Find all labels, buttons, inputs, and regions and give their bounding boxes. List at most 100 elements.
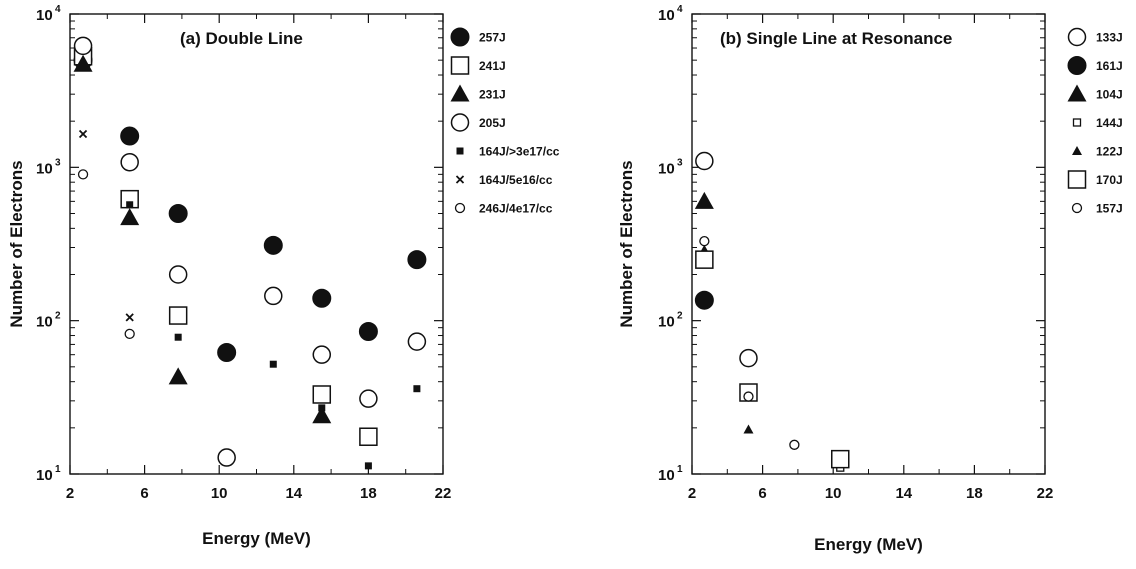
- legend-marker: [1071, 202, 1083, 214]
- data-point: [359, 427, 378, 446]
- data-point: [217, 342, 237, 362]
- legend-marker: [1067, 27, 1087, 47]
- legend-marker: [450, 56, 470, 75]
- data-point: [120, 152, 139, 172]
- data-point: [263, 235, 283, 255]
- data-point: [694, 290, 714, 310]
- panel-title: (a) Double Line: [180, 29, 303, 48]
- data-point: [174, 333, 182, 341]
- data-point: [124, 328, 135, 340]
- x-tick-label: 18: [966, 485, 983, 502]
- data-point: [78, 129, 88, 139]
- series-170j: [695, 250, 850, 469]
- data-point: [364, 462, 372, 470]
- y-axis-title: Number of Electrons: [7, 160, 26, 327]
- legend-label: 170J: [1096, 173, 1123, 187]
- legend-label: 164J/5e16/cc: [479, 173, 553, 187]
- data-point-stroke-b: [78, 129, 88, 139]
- x-tick-label: 22: [1037, 485, 1054, 502]
- data-point: [126, 201, 134, 209]
- x-tick-label: 18: [360, 485, 377, 502]
- legend-label: 241J: [479, 59, 506, 73]
- plot-frame: [691, 13, 1046, 475]
- series-164j-3e17-cc: [126, 201, 421, 470]
- x-tick-label: 14: [895, 485, 912, 502]
- y-tick-label: 10: [36, 467, 53, 484]
- y-tick-exponent: 3: [55, 157, 61, 168]
- series-161j: [694, 290, 714, 310]
- x-tick-label: 14: [285, 485, 302, 502]
- data-point: [168, 367, 188, 385]
- data-point: [125, 313, 134, 322]
- data-points: [694, 151, 850, 472]
- legend-label: 157J: [1096, 202, 1123, 216]
- series-205j: [73, 36, 427, 467]
- y-tick-label: 10: [658, 160, 675, 177]
- legend-label: 133J: [1096, 31, 1123, 45]
- series-164j-5e16-cc: [78, 129, 134, 322]
- data-point: [269, 360, 277, 368]
- series-241j: [73, 47, 378, 446]
- data-point: [699, 236, 710, 247]
- data-point: [407, 332, 427, 351]
- data-point: [695, 151, 714, 171]
- legend-label: 161J: [1096, 59, 1123, 73]
- data-point: [264, 286, 283, 306]
- series-157j: [699, 236, 800, 450]
- data-point: [359, 389, 378, 408]
- legend-marker: [1072, 118, 1082, 127]
- y-tick-exponent: 2: [677, 311, 683, 322]
- y-tick-label: 10: [658, 7, 675, 24]
- legend-label: 231J: [479, 88, 506, 102]
- y-tick-exponent: 2: [55, 311, 61, 322]
- x-axis-title: Energy (MeV): [202, 529, 311, 548]
- legend-marker: [1067, 56, 1087, 75]
- x-tick-label: 6: [140, 485, 148, 502]
- legend-marker: [450, 27, 470, 47]
- data-point: [168, 203, 188, 223]
- series-122j: [699, 244, 754, 434]
- legend-label: 246J/4e17/cc: [479, 202, 553, 216]
- data-point: [739, 348, 758, 368]
- data-point: [77, 169, 89, 180]
- legend-marker: [1067, 170, 1087, 189]
- data-point: [312, 406, 332, 424]
- data-point: [743, 424, 754, 434]
- data-point: [120, 126, 140, 146]
- y-tick-label: 10: [36, 314, 53, 331]
- data-point: [789, 439, 800, 450]
- legend-marker-stroke-b: [455, 175, 465, 184]
- x-axis-title: Energy (MeV): [814, 535, 923, 554]
- y-tick-label: 10: [36, 160, 53, 177]
- x-tick-label: 2: [66, 485, 74, 502]
- legend-marker: [456, 147, 464, 155]
- data-point: [312, 288, 332, 308]
- y-axis-title: Number of Electrons: [617, 160, 636, 327]
- x-tick-label: 6: [758, 485, 766, 502]
- legend-marker: [1067, 84, 1087, 102]
- legend-marker: [1072, 146, 1082, 155]
- y-tick-exponent: 1: [677, 464, 683, 475]
- legend: 133J 161J 104J 144J 122J 170J 157J: [1067, 27, 1123, 216]
- data-points: [73, 36, 427, 470]
- y-tick-exponent: 4: [55, 4, 61, 15]
- panel-title: (b) Single Line at Resonance: [720, 29, 952, 48]
- y-tick-label: 10: [658, 314, 675, 331]
- series-246j-4e17-cc: [77, 169, 135, 340]
- legend-label: 104J: [1096, 88, 1123, 102]
- legend-marker: [450, 113, 470, 132]
- y-tick-exponent: 1: [55, 464, 61, 475]
- y-tick-exponent: 3: [677, 157, 683, 168]
- y-tick-label: 10: [658, 467, 675, 484]
- legend-label: 144J: [1096, 116, 1123, 130]
- data-point: [312, 385, 332, 404]
- data-point: [694, 191, 714, 209]
- x-tick-label: 22: [435, 485, 452, 502]
- data-point: [413, 385, 421, 393]
- data-point: [168, 306, 188, 325]
- data-point: [73, 54, 93, 72]
- legend: 257J 241J 231J 205J 164J/>3e17/cc 164J/5e16/c…: [450, 27, 560, 216]
